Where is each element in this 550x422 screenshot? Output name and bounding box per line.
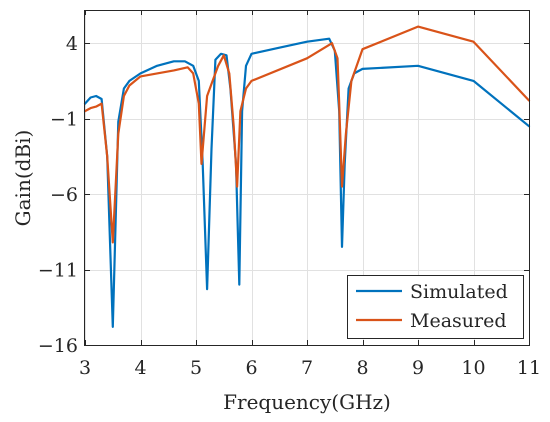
x-axis-label: Frequency(GHz) (223, 390, 391, 414)
x-tick-label: 8 (356, 357, 368, 379)
x-tick-label: 4 (134, 357, 146, 379)
series-line-measured (83, 25, 531, 244)
legend-label-simulated: Simulated (410, 281, 508, 303)
y-tick-label: −16 (38, 335, 78, 357)
ticks-layer: 3 4 5 6 7 8 9 10 11 4 −1 −6 −11 −16 (38, 10, 541, 379)
y-tick-label: −1 (50, 109, 78, 131)
x-tick-label: 5 (190, 357, 202, 379)
y-tick-label: 4 (66, 33, 78, 55)
y-tick-label: −11 (38, 260, 78, 282)
x-tick-label: 11 (517, 357, 541, 379)
y-axis-label: Gain(dBi) (11, 130, 35, 227)
x-tick-label: 10 (461, 357, 485, 379)
y-tick-label: −6 (50, 184, 78, 206)
x-tick-label: 3 (79, 357, 91, 379)
x-tick-label: 6 (245, 357, 257, 379)
legend-box (347, 275, 524, 339)
x-tick-label: 7 (301, 357, 313, 379)
legend: Simulated Measured (347, 275, 524, 339)
x-tick-label: 9 (412, 357, 424, 379)
legend-label-measured: Measured (410, 310, 507, 332)
series-layer (83, 25, 531, 328)
